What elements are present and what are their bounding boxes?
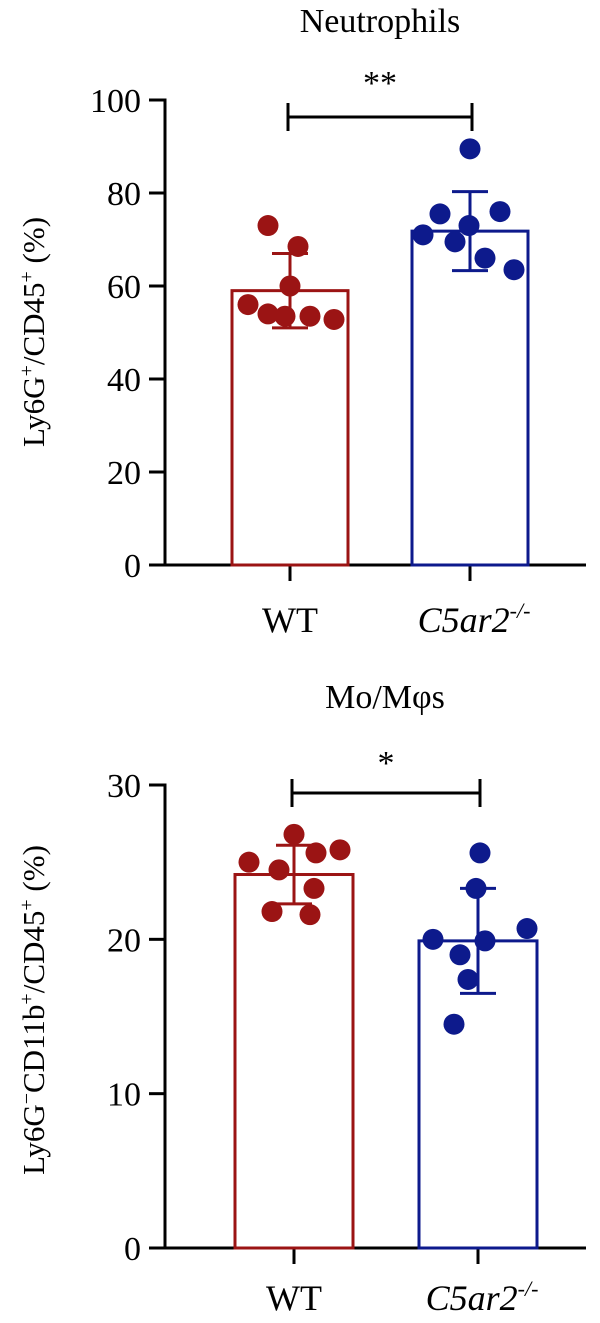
mo-mphs-points xyxy=(238,823,538,1035)
data-point xyxy=(238,851,260,873)
data-point xyxy=(299,904,321,926)
data-point xyxy=(489,201,511,223)
neutrophils-category-c5ar2: C5ar2-/- xyxy=(418,598,531,640)
y-tick-label: 20 xyxy=(107,922,141,959)
neutrophils-category-wt: WT xyxy=(262,600,318,640)
neutrophils-significance-bracket xyxy=(286,103,474,131)
y-tick-label: 30 xyxy=(107,768,141,805)
data-point xyxy=(287,235,309,257)
category-label: WT xyxy=(262,600,318,640)
data-point xyxy=(283,823,305,845)
neutrophils-y-ticks: 0 20 40 60 80 100 xyxy=(90,83,165,585)
data-point xyxy=(329,839,351,861)
mo-mphs-ylabel-sup: − xyxy=(16,1093,38,1104)
mo-mphs-title: Mo/Mφs xyxy=(325,679,445,716)
y-tick-label: 20 xyxy=(107,455,141,492)
mo-mphs-significance-bracket xyxy=(290,779,482,807)
data-point xyxy=(503,259,525,281)
category-superscript: -/- xyxy=(510,598,531,623)
neutrophils-y-axis-label: Ly6G+/CD45+ (%) xyxy=(16,217,51,447)
data-point xyxy=(429,203,451,225)
data-point xyxy=(444,231,466,253)
y-tick-label: 40 xyxy=(107,362,141,399)
neutrophils-ylabel-part: /CD45 xyxy=(16,282,51,365)
data-point xyxy=(303,877,325,899)
category-label: WT xyxy=(266,1278,322,1318)
data-point xyxy=(474,247,496,269)
data-point xyxy=(412,224,434,246)
mo-mphs-ylabel-part: (%) xyxy=(16,845,51,899)
mo-mphs-y-ticks: 0 10 20 30 xyxy=(107,768,165,1268)
data-point xyxy=(257,215,279,237)
y-tick-label: 0 xyxy=(124,1231,141,1268)
neutrophils-ylabel-sup: + xyxy=(16,271,38,282)
category-label: C5ar2 xyxy=(426,1278,518,1318)
data-point xyxy=(474,930,496,952)
mo-mphs-ylabel-part: CD11b xyxy=(16,1005,51,1093)
y-tick-label: 0 xyxy=(124,548,141,585)
mo-mphs-y-axis-label: Ly6G−CD11b+/CD45+ (%) xyxy=(16,845,51,1175)
bar xyxy=(230,289,350,567)
mo-mphs-ylabel-part: Ly6G xyxy=(16,1104,51,1175)
neutrophils-ylabel-part: (%) xyxy=(16,217,51,271)
neutrophils-points xyxy=(237,138,525,330)
data-point xyxy=(237,294,259,316)
data-point xyxy=(469,842,491,864)
neutrophils-ylabel-sup: + xyxy=(16,365,38,376)
y-tick-label: 80 xyxy=(107,176,141,213)
data-point xyxy=(457,968,479,990)
data-point xyxy=(516,918,538,940)
data-point xyxy=(422,928,444,950)
bar xyxy=(410,229,530,567)
data-point xyxy=(268,859,290,881)
category-label: C5ar2 xyxy=(418,600,510,640)
neutrophils-ylabel-part: Ly6G xyxy=(16,376,51,447)
mo-mphs-ylabel-sup: + xyxy=(16,993,38,1004)
mo-mphs-ylabel-part: /CD45 xyxy=(16,911,51,994)
data-point xyxy=(274,305,296,327)
mo-mphs-error-bars xyxy=(276,843,496,995)
neutrophils-x-ticks xyxy=(288,565,472,581)
mo-mphs-category-c5ar2: C5ar2-/- xyxy=(426,1276,539,1318)
data-point xyxy=(261,901,283,923)
data-point xyxy=(299,305,321,327)
data-point xyxy=(279,275,301,297)
data-point xyxy=(465,877,487,899)
y-tick-label: 10 xyxy=(107,1077,141,1114)
bar xyxy=(233,873,355,1250)
mo-mphs-x-ticks xyxy=(292,1248,480,1264)
data-point xyxy=(305,842,327,864)
data-point xyxy=(459,138,481,160)
category-superscript: -/- xyxy=(518,1276,539,1301)
mo-mphs-bars xyxy=(233,873,539,1250)
data-point xyxy=(323,308,345,330)
neutrophils-title: Neutrophils xyxy=(300,3,461,40)
neutrophils-bars xyxy=(230,229,530,567)
neutrophils-panel: Neutrophils Ly6G+/CD45+ (%) 020406080100… xyxy=(16,3,586,640)
y-tick-label: 100 xyxy=(90,83,141,120)
y-tick-label: 60 xyxy=(107,269,141,306)
mo-mphs-significance-label: * xyxy=(378,745,395,782)
data-point xyxy=(443,1013,465,1035)
data-point xyxy=(449,944,471,966)
mo-mphs-ylabel-sup: + xyxy=(16,899,38,910)
data-point xyxy=(458,215,480,237)
data-point xyxy=(257,303,279,325)
mo-mphs-category-wt: WT xyxy=(266,1278,322,1318)
neutrophils-significance-label: ** xyxy=(363,65,397,102)
